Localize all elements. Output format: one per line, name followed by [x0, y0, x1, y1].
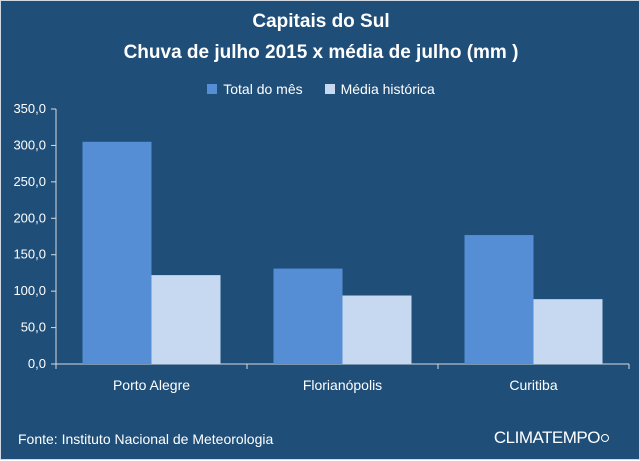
y-tick-label: 50,0 [21, 320, 46, 335]
bar-total [82, 141, 152, 364]
legend-swatch-total [207, 84, 218, 94]
y-tick-label: 300,0 [13, 137, 46, 152]
y-tick-label: 250,0 [13, 174, 46, 189]
y-tick-label: 350,0 [13, 101, 46, 116]
bar-total [273, 268, 343, 364]
chart-title: Capitais do Sul [252, 11, 390, 32]
y-tick-label: 100,0 [13, 283, 46, 298]
legend-label-media: Média histórica [340, 81, 435, 97]
bar-media [533, 299, 603, 364]
legend-item-media: Média histórica [324, 81, 435, 97]
chart-legend: Total do mês Média histórica [1, 81, 640, 97]
bar-total [464, 235, 534, 364]
source-note: Fonte: Instituto Nacional de Meteorologi… [18, 431, 274, 447]
x-tick-label: Florianópolis [303, 377, 382, 393]
climatempo-logo: CLIMATEMPO [494, 428, 609, 448]
legend-label-total: Total do mês [223, 81, 303, 97]
bar-media [151, 275, 221, 364]
chart-subtitle: Chuva de julho 2015 x média de julho (mm… [123, 42, 519, 63]
logo-circle-icon [601, 434, 609, 442]
legend-swatch-media [324, 84, 335, 94]
bar-media [342, 295, 412, 364]
y-tick-label: 150,0 [13, 247, 46, 262]
logo-text: CLIMATEMPO [493, 428, 601, 447]
y-tick-label: 0,0 [28, 356, 46, 371]
x-tick-label: Curitiba [509, 377, 557, 393]
legend-item-total: Total do mês [207, 81, 303, 97]
y-tick-label: 200,0 [13, 210, 46, 225]
x-tick-label: Porto Alegre [113, 377, 190, 393]
